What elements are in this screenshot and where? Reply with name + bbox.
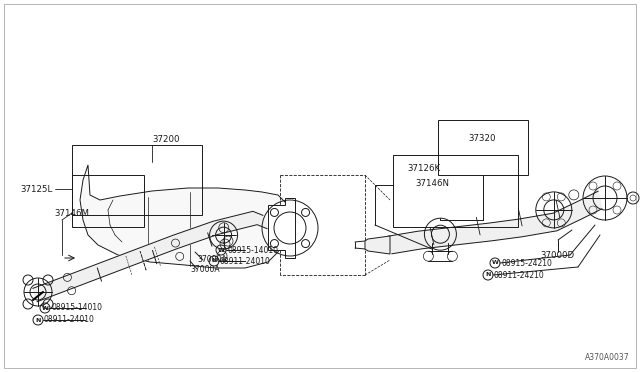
Text: 37146N: 37146N	[415, 179, 449, 187]
Text: 08915-14010: 08915-14010	[52, 304, 103, 312]
Polygon shape	[33, 211, 267, 302]
Text: A370A0037: A370A0037	[586, 353, 630, 362]
Polygon shape	[268, 198, 295, 258]
Text: 37320: 37320	[468, 134, 495, 142]
Circle shape	[271, 240, 278, 247]
Polygon shape	[80, 165, 288, 268]
Text: 37000D: 37000D	[540, 250, 574, 260]
Text: 37200: 37200	[152, 135, 179, 144]
Text: W: W	[218, 247, 225, 253]
Polygon shape	[365, 236, 390, 254]
Text: N: N	[485, 273, 491, 278]
Text: 08911-24010: 08911-24010	[44, 315, 95, 324]
Text: 37000A: 37000A	[197, 256, 227, 264]
Text: 08915-24210: 08915-24210	[502, 259, 553, 267]
Bar	[72, 175, 144, 227]
Bar	[393, 155, 518, 227]
Polygon shape	[388, 191, 602, 254]
Text: N: N	[35, 317, 41, 323]
Text: N: N	[211, 259, 217, 263]
Text: 08911-24210: 08911-24210	[494, 270, 545, 279]
Text: 37125L: 37125L	[20, 185, 52, 193]
Text: 37126K: 37126K	[407, 164, 440, 173]
Circle shape	[271, 208, 278, 217]
Circle shape	[301, 240, 310, 247]
Circle shape	[301, 208, 310, 217]
Text: W: W	[492, 260, 499, 266]
Text: W: W	[42, 305, 49, 311]
Text: 08911-24010: 08911-24010	[220, 257, 271, 266]
Bar	[72, 145, 202, 215]
Bar	[438, 120, 528, 175]
Text: 37000A: 37000A	[190, 266, 220, 275]
Text: 37146M: 37146M	[54, 208, 89, 218]
Text: 08915-14010: 08915-14010	[227, 246, 278, 254]
